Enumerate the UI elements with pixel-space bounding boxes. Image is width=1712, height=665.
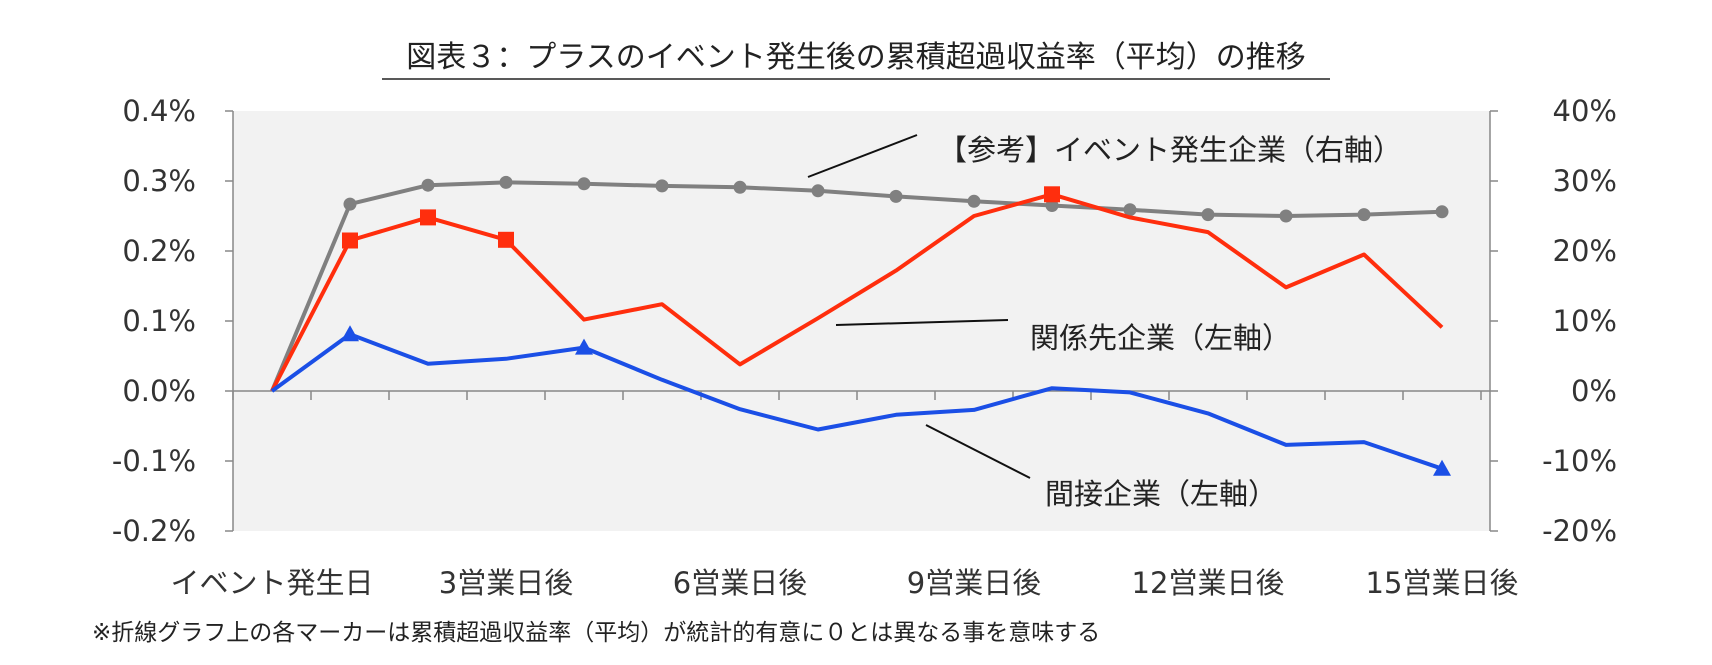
chart-title: 図表３：プラスのイベント発生後の累積超過収益率（平均）の推移	[406, 40, 1305, 75]
y-right-tick-label: 30%	[1553, 164, 1617, 198]
series-0-marker	[421, 178, 435, 192]
series-group	[270, 175, 1451, 476]
series-1-marker	[420, 209, 436, 226]
series-2-marker	[1433, 459, 1451, 476]
series-1-marker	[498, 231, 514, 248]
series-0-marker	[1435, 205, 1449, 219]
x-tick-label: 6営業日後	[673, 566, 807, 600]
x-tick-label: 12営業日後	[1132, 566, 1285, 600]
series-0-marker	[499, 175, 513, 189]
leader-line-indirect-company	[925, 424, 1031, 479]
legend-label-indirect-company: 間接企業（左軸）	[1045, 477, 1277, 511]
axes: 0.4% 0.3% 0.2% 0.1% 0.0% -0.1% -0.2% 40% 30% 20% 1…	[112, 94, 1617, 600]
series-line-1	[270, 192, 1444, 392]
y-left-tick-label: -0.1%	[112, 444, 196, 478]
series-0-marker	[1279, 209, 1293, 223]
y-right-tick-label: 0%	[1571, 374, 1617, 408]
series-0-marker	[577, 177, 591, 191]
y-right-tick-label: 40%	[1553, 94, 1617, 128]
annotations: 【参考】イベント発生企業（右軸） 関係先企業（左軸） 間接企業（左軸）	[807, 133, 1402, 511]
series-0-marker	[1123, 203, 1137, 217]
footnote: ※折線グラフ上の各マーカーは累積超過収益率（平均）が統計的有意に０とは異なる事を…	[92, 620, 1100, 646]
series-1-marker	[1044, 186, 1060, 203]
y-right-tick-label: -10%	[1542, 444, 1617, 478]
series-0-marker	[733, 180, 747, 194]
leader-line-event-company	[807, 134, 918, 178]
series-0-marker	[1357, 208, 1371, 222]
x-tick-label: 9営業日後	[907, 566, 1041, 600]
series-0-marker	[811, 184, 825, 198]
series-0-marker	[655, 179, 669, 193]
y-right-tick-label: -20%	[1542, 514, 1617, 548]
series-2-marker	[341, 325, 359, 342]
y-right-tick-label: 20%	[1553, 234, 1617, 268]
y-left-tick-label: 0.1%	[122, 304, 196, 338]
series-0-marker	[967, 194, 981, 208]
legend-label-event-company: 【参考】イベント発生企業（右軸）	[938, 133, 1402, 167]
y-right-tick-label: 10%	[1553, 304, 1617, 338]
series-0-marker	[343, 197, 357, 211]
y-left-tick-label: 0.0%	[122, 374, 196, 408]
plot-area	[233, 111, 1490, 531]
series-0-marker	[889, 189, 903, 203]
series-0-marker	[1201, 208, 1215, 222]
series-line-0	[270, 180, 1443, 392]
series-1-marker	[342, 232, 358, 249]
legend-label-related-company: 関係先企業（左軸）	[1030, 321, 1291, 355]
leader-line-related-company	[835, 319, 1009, 326]
y-left-tick-label: -0.2%	[112, 514, 196, 548]
x-tick-label: 15営業日後	[1366, 566, 1519, 600]
y-left-tick-label: 0.4%	[122, 94, 196, 128]
x-tick-label: 3営業日後	[439, 566, 573, 600]
x-tick-label: イベント発生日	[170, 566, 373, 600]
y-left-tick-label: 0.2%	[122, 234, 196, 268]
series-line-2	[270, 332, 1443, 471]
y-left-tick-label: 0.3%	[122, 164, 196, 198]
series-2-marker	[575, 338, 593, 355]
